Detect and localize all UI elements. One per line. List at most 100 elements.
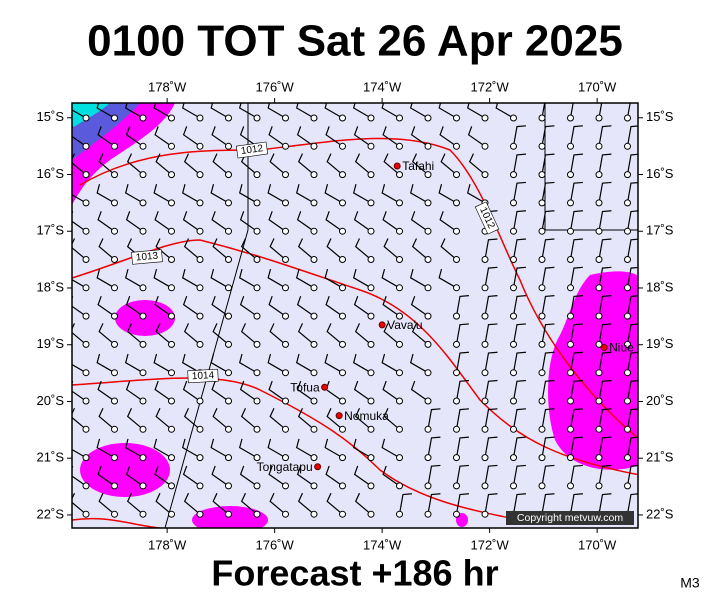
wind-station	[253, 340, 261, 348]
wind-barb	[297, 153, 315, 176]
wind-barb	[72, 279, 87, 289]
wind-station	[339, 284, 346, 292]
wind-station	[481, 114, 489, 122]
wind-station	[282, 312, 289, 320]
wind-station	[225, 142, 232, 150]
wind-barb	[439, 211, 457, 232]
wind-station	[282, 142, 289, 150]
wind-station	[510, 425, 517, 433]
wind-station	[510, 454, 517, 462]
wind-barb	[541, 323, 555, 345]
wind-barb	[124, 353, 144, 374]
wind-barb	[153, 103, 172, 119]
wind-barb	[512, 436, 526, 458]
wind-station	[424, 312, 432, 320]
wind-barb	[512, 210, 526, 232]
wind-barb	[239, 380, 258, 402]
wind-barb	[155, 323, 172, 345]
wind-barb	[211, 465, 229, 487]
wind-station	[225, 227, 232, 235]
wind-station	[367, 227, 375, 235]
wind-station	[367, 114, 375, 122]
wind-barb	[484, 323, 498, 345]
wind-barb	[181, 353, 201, 374]
wind-barb	[484, 464, 498, 487]
wind-barb	[98, 153, 115, 176]
wind-station	[282, 510, 289, 518]
wind-barb	[72, 153, 87, 176]
wind-barb	[598, 493, 612, 515]
wind-station	[339, 142, 346, 150]
wind-station	[367, 142, 375, 150]
wind-barb	[455, 295, 469, 317]
wind-station	[282, 114, 289, 122]
lon-label: 174˚W	[363, 537, 402, 552]
wind-barb	[569, 295, 583, 317]
wind-station	[111, 340, 118, 348]
wind-barb	[126, 408, 144, 430]
wind-barb	[326, 323, 343, 345]
wind-barb	[126, 492, 144, 515]
wind-station	[567, 256, 574, 263]
wind-station	[453, 256, 460, 263]
wind-station	[567, 171, 574, 179]
wind-barb	[382, 211, 400, 232]
wind-station	[396, 256, 403, 263]
wind-station	[111, 425, 118, 433]
wind-barb	[268, 126, 286, 147]
wind-barb	[354, 323, 372, 345]
title: 0100 TOT Sat 26 Apr 2025	[87, 17, 623, 66]
wind-station	[595, 340, 603, 348]
place-marker	[335, 412, 343, 420]
wind-station	[510, 284, 517, 292]
wind-barb	[295, 438, 315, 459]
wind-barb	[512, 181, 526, 204]
wind-station	[538, 114, 546, 122]
wind-station	[111, 397, 118, 405]
wind-barb	[154, 211, 172, 232]
wind-station	[225, 312, 232, 320]
place-marker	[314, 463, 322, 471]
wind-station	[139, 369, 147, 377]
wind-barb	[96, 353, 115, 374]
wind-barb	[326, 238, 343, 260]
wind-barb	[598, 125, 612, 147]
places: Tafahi Vava'u Niue Tofua Nomuka Tongatapu	[257, 159, 635, 474]
wind-station	[196, 340, 204, 348]
wind-barb	[296, 211, 315, 232]
lon-label: 178˚W	[148, 537, 187, 552]
wind-barb	[124, 438, 144, 459]
wind-station	[196, 142, 204, 150]
wind-station	[82, 425, 90, 433]
rain-area	[548, 271, 638, 470]
wind-station	[396, 397, 403, 405]
wind-barb	[238, 438, 258, 459]
wind-station	[567, 227, 574, 235]
wind-barb	[153, 184, 172, 204]
wind-barb	[569, 408, 583, 430]
wind-barb	[569, 323, 583, 345]
wind-station	[367, 397, 375, 405]
wind-barb	[381, 184, 400, 204]
wind-station	[510, 482, 517, 490]
wind-barb	[352, 103, 372, 119]
wind-barb	[326, 492, 343, 515]
wind-station	[453, 397, 460, 405]
wind-barb	[268, 465, 286, 487]
wind-barb	[97, 211, 115, 232]
wind-station	[168, 454, 175, 462]
wind-barb	[269, 323, 286, 345]
wind-barb	[125, 380, 144, 402]
wind-barb	[97, 380, 115, 402]
wind-station	[367, 199, 375, 207]
wind-station	[282, 454, 289, 462]
place-name: Tongatapu	[257, 460, 313, 474]
wind-station	[567, 482, 574, 490]
wind-barb	[626, 351, 638, 373]
wind-station	[538, 312, 546, 320]
wind-barb	[354, 408, 372, 430]
wind-station	[538, 142, 546, 150]
wind-station	[196, 425, 204, 433]
wind-station	[168, 397, 175, 405]
isobar-label: 1014	[192, 370, 215, 382]
